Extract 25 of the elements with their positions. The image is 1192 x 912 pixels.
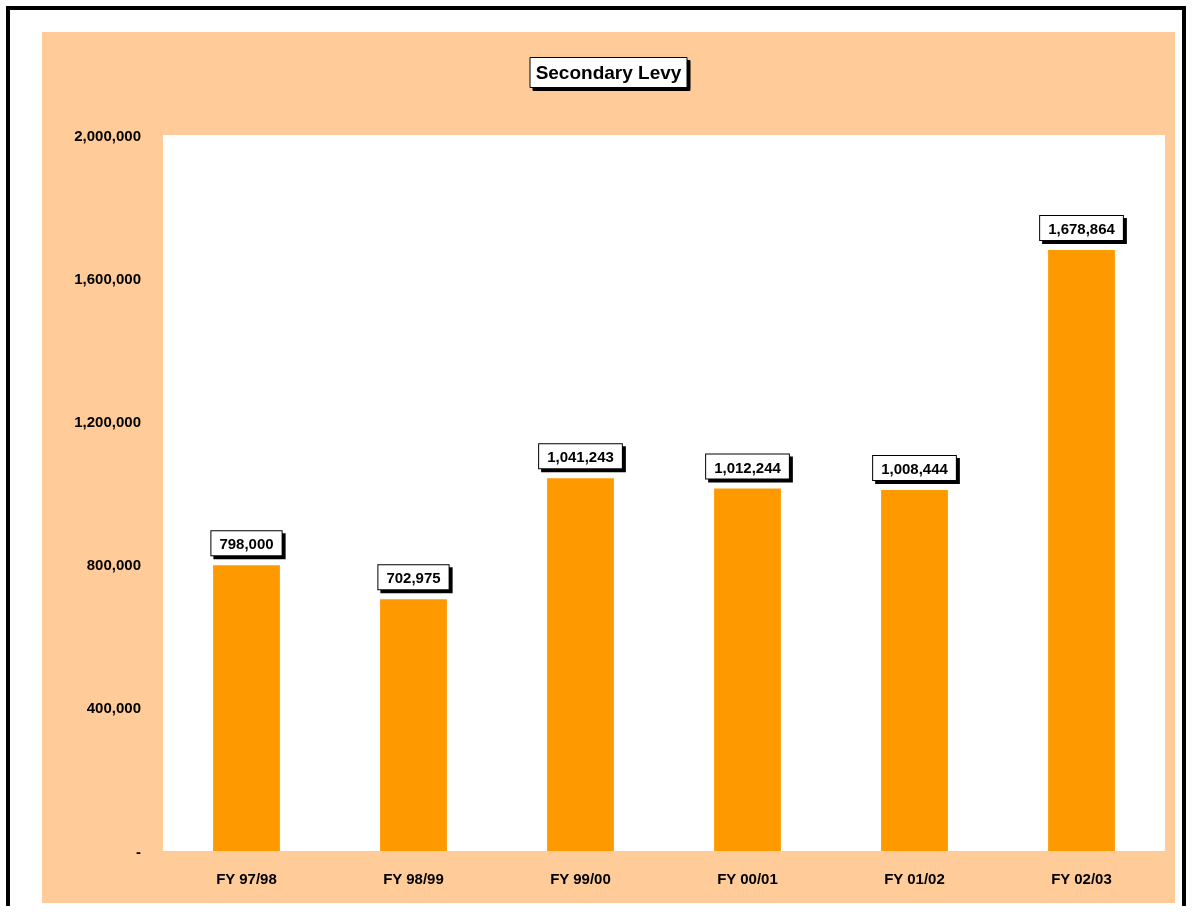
bar — [881, 489, 948, 851]
y-tick-label: 1,600,000 — [74, 269, 141, 287]
y-tick-label: 2,000,000 — [74, 126, 141, 144]
bar — [213, 565, 280, 851]
chart-title: Secondary Levy — [535, 62, 682, 83]
data-label: 1,012,244 — [714, 458, 782, 476]
bar — [547, 478, 614, 851]
y-tick-label: 800,000 — [86, 556, 141, 574]
x-tick-label: FY 98/99 — [383, 870, 444, 887]
bar — [380, 599, 447, 851]
x-tick-label: FY 02/03 — [1051, 870, 1112, 887]
x-tick-label: FY 00/01 — [717, 870, 778, 887]
x-tick-label: FY 01/02 — [884, 870, 945, 887]
data-label: 702,975 — [386, 569, 441, 587]
data-label: 1,678,864 — [1048, 219, 1116, 237]
x-tick-label: FY 99/00 — [550, 870, 611, 887]
bar — [714, 488, 781, 851]
data-label: 1,041,243 — [547, 448, 614, 466]
data-label: 798,000 — [219, 535, 274, 553]
data-label: 1,008,444 — [881, 459, 949, 477]
y-tick-label: - — [136, 842, 141, 860]
y-tick-label: 400,000 — [86, 699, 141, 717]
x-tick-label: FY 97/98 — [216, 870, 277, 887]
y-tick-label: 1,200,000 — [74, 412, 141, 430]
bar — [1048, 249, 1115, 851]
